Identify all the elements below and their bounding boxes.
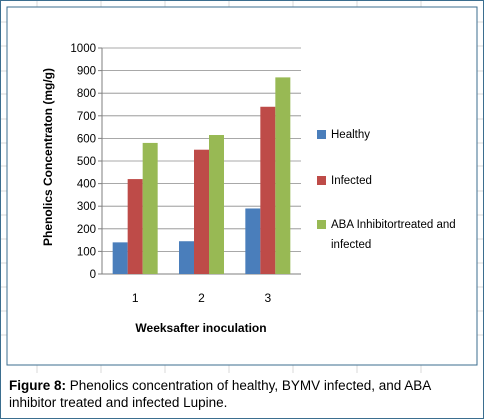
legend-swatch — [317, 176, 326, 185]
bar-infected-3 — [260, 106, 276, 274]
y-tick-label: 600 — [77, 133, 96, 145]
bar-healthy-2 — [179, 241, 194, 274]
x-tick-labels: 1 2 3 — [132, 291, 272, 305]
legend-swatch — [317, 220, 326, 229]
bar-aba-inhibitortreated-and-infected-2 — [209, 135, 224, 274]
bar-chart: 0 100 200 300 400 500 600 700 800 900 1000 1 2 3 Phe… — [1, 1, 483, 373]
y-axis-label: Phenolics Concentraton (mg/g) — [41, 68, 55, 246]
y-tick-label: 0 — [90, 269, 96, 281]
x-tick-label: 1 — [132, 291, 139, 305]
caption-text: Phenolics concentration of healthy, BYMV… — [9, 378, 431, 410]
y-tick-label: 800 — [77, 88, 96, 100]
legend-label: infected — [331, 239, 371, 251]
x-axis-label: Weeksafter inoculation — [135, 321, 266, 335]
legend: Healthy Infected ABA Inhibitortreated and i… — [317, 129, 456, 251]
x-tick-label: 2 — [198, 291, 205, 305]
y-tick-label: 400 — [77, 179, 96, 191]
y-tick-label: 500 — [77, 156, 96, 168]
bar-aba-inhibitortreated-and-infected-1 — [142, 142, 158, 274]
legend-swatch — [317, 130, 326, 139]
x-tick-label: 3 — [264, 291, 271, 305]
y-tick-label: 200 — [77, 224, 96, 236]
legend-label: ABA Inhibitortreated and — [331, 219, 456, 231]
y-tick-label: 700 — [77, 111, 96, 123]
y-tick-label: 100 — [77, 246, 96, 258]
y-tick-labels: 0 100 200 300 400 500 600 700 800 900 1000 — [70, 43, 96, 281]
y-tick-label: 1000 — [70, 43, 96, 55]
y-tick-label: 900 — [77, 66, 96, 78]
legend-label: Infected — [331, 175, 372, 187]
caption-label: Figure 8: — [9, 378, 67, 393]
bar-aba-inhibitortreated-and-infected-3 — [275, 77, 291, 274]
bar-infected-2 — [194, 149, 209, 274]
bars — [112, 77, 291, 274]
bar-healthy-1 — [112, 242, 128, 274]
chart-area-border — [6, 6, 478, 366]
legend-label: Healthy — [331, 129, 370, 141]
figure-caption: Figure 8: Phenolics concentration of hea… — [9, 377, 479, 411]
y-tick-label: 300 — [77, 201, 96, 213]
bar-healthy-3 — [245, 208, 261, 274]
bar-infected-1 — [127, 179, 143, 274]
